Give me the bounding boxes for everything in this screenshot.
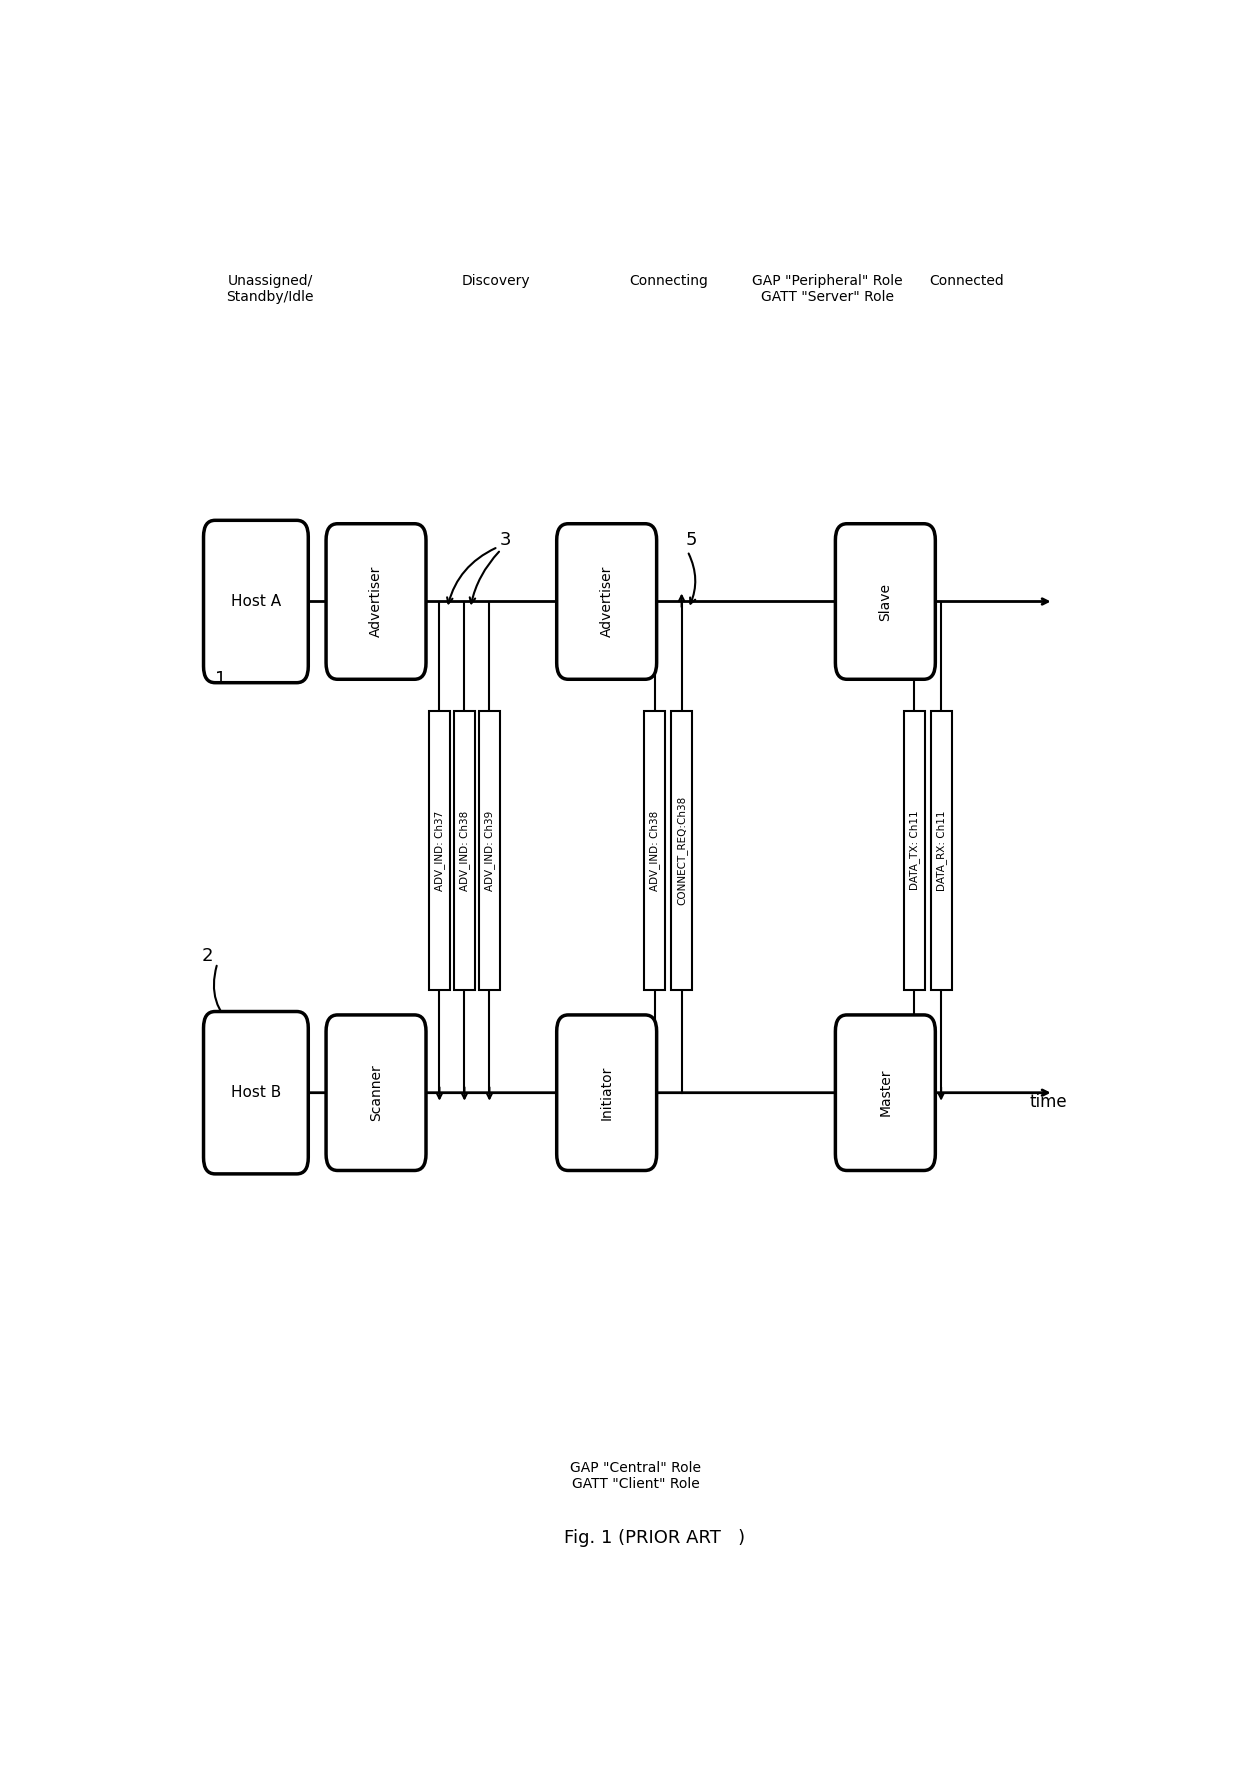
Text: ADV_IND: Ch39: ADV_IND: Ch39 xyxy=(484,810,495,891)
Text: GAP "Peripheral" Role
GATT "Server" Role: GAP "Peripheral" Role GATT "Server" Role xyxy=(753,275,903,305)
Text: Discovery: Discovery xyxy=(461,275,531,289)
Text: GAP "Central" Role
GATT "Client" Role: GAP "Central" Role GATT "Client" Role xyxy=(570,1462,701,1492)
Text: Unassigned/
Standby/Idle: Unassigned/ Standby/Idle xyxy=(227,275,314,305)
Text: 2: 2 xyxy=(202,948,213,966)
Text: Fig. 1 (PRIOR ART   ): Fig. 1 (PRIOR ART ) xyxy=(564,1529,745,1547)
FancyBboxPatch shape xyxy=(557,1015,657,1171)
Text: Slave: Slave xyxy=(878,583,893,620)
Text: Advertiser: Advertiser xyxy=(370,565,383,638)
FancyBboxPatch shape xyxy=(203,1012,309,1173)
Bar xyxy=(479,711,500,991)
Text: DATA_TX: Ch11: DATA_TX: Ch11 xyxy=(909,812,920,890)
Text: Host A: Host A xyxy=(231,594,281,610)
Bar xyxy=(644,711,666,991)
FancyBboxPatch shape xyxy=(326,1015,427,1171)
Bar xyxy=(930,711,951,991)
Text: DATA_RX: Ch11: DATA_RX: Ch11 xyxy=(936,810,946,891)
FancyBboxPatch shape xyxy=(203,521,309,682)
Text: Initiator: Initiator xyxy=(600,1065,614,1120)
Text: 3: 3 xyxy=(500,532,512,549)
Text: Master: Master xyxy=(878,1069,893,1116)
Text: Connected: Connected xyxy=(930,275,1004,289)
Text: time: time xyxy=(1029,1093,1068,1111)
FancyBboxPatch shape xyxy=(557,525,657,679)
FancyBboxPatch shape xyxy=(326,525,427,679)
Text: Advertiser: Advertiser xyxy=(600,565,614,638)
Text: CONNECT_REQ:Ch38: CONNECT_REQ:Ch38 xyxy=(676,796,687,905)
Text: ADV_IND: Ch38: ADV_IND: Ch38 xyxy=(650,810,660,891)
Text: ADV_IND: Ch38: ADV_IND: Ch38 xyxy=(459,810,470,891)
Bar xyxy=(671,711,692,991)
Text: Scanner: Scanner xyxy=(370,1065,383,1122)
Text: 5: 5 xyxy=(686,532,697,549)
FancyBboxPatch shape xyxy=(836,1015,935,1171)
Bar xyxy=(429,711,450,991)
FancyBboxPatch shape xyxy=(836,525,935,679)
Text: ADV_IND: Ch37: ADV_IND: Ch37 xyxy=(434,810,445,891)
Bar xyxy=(454,711,475,991)
Text: 1: 1 xyxy=(215,670,226,688)
Text: Connecting: Connecting xyxy=(630,275,708,289)
Bar xyxy=(904,711,925,991)
Text: Host B: Host B xyxy=(231,1084,281,1100)
